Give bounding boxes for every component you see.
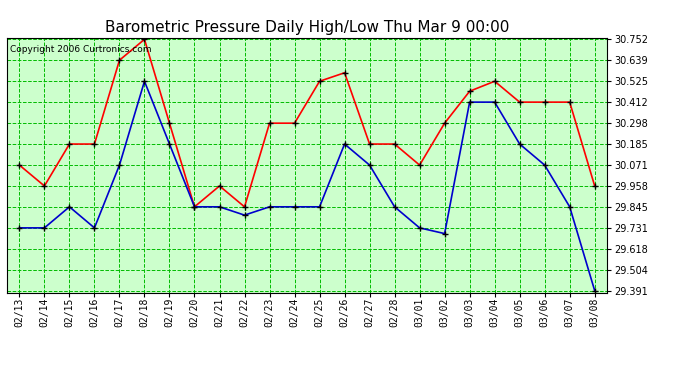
Title: Barometric Pressure Daily High/Low Thu Mar 9 00:00: Barometric Pressure Daily High/Low Thu M… bbox=[105, 20, 509, 35]
Text: Copyright 2006 Curtronics.com: Copyright 2006 Curtronics.com bbox=[10, 45, 151, 54]
